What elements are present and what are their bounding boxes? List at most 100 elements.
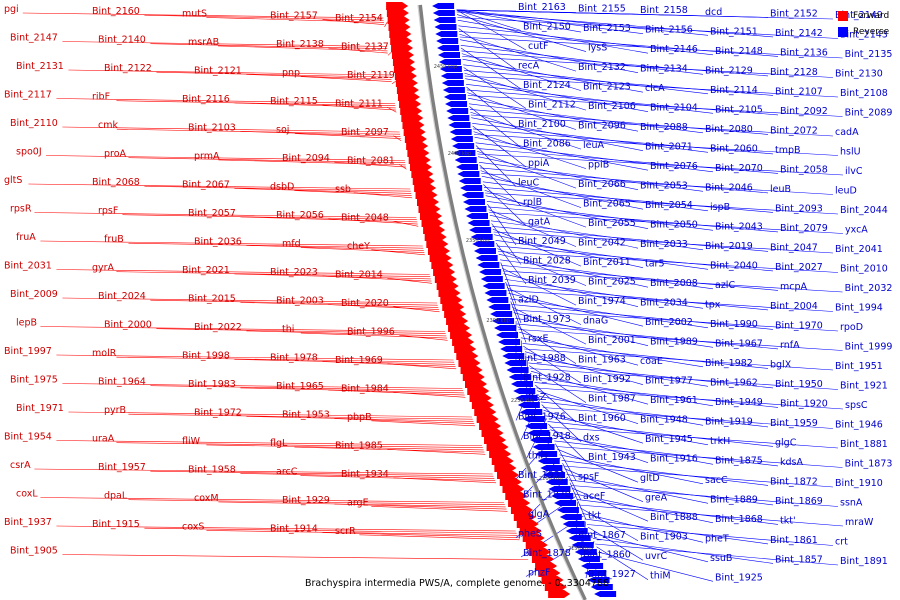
forward-connector-line bbox=[34, 212, 417, 218]
forward-feature-arrow bbox=[408, 156, 431, 164]
reverse-gene-label: tpx bbox=[705, 299, 721, 310]
scale-label: 2200 kbp bbox=[539, 476, 563, 482]
reverse-feature-arrow bbox=[435, 31, 458, 37]
reverse-swatch bbox=[838, 26, 848, 37]
forward-gene-label: Bint_2122 bbox=[104, 63, 152, 74]
forward-feature-arrow bbox=[476, 415, 499, 423]
forward-gene-label: Bint_1958 bbox=[188, 464, 236, 475]
reverse-connector-line bbox=[517, 326, 577, 364]
forward-feature-arrow bbox=[474, 408, 497, 416]
reverse-connector-line bbox=[489, 212, 844, 234]
forward-gene-label: scrR bbox=[335, 526, 356, 537]
forward-connector-line bbox=[150, 385, 464, 391]
forward-feature-arrow bbox=[525, 541, 548, 549]
reverse-feature-arrow bbox=[522, 416, 545, 422]
forward-feature-arrow bbox=[415, 191, 438, 199]
forward-connector-line bbox=[56, 98, 395, 104]
forward-connector-line bbox=[62, 383, 463, 389]
reverse-gene-label: Bint_1888 bbox=[650, 512, 698, 523]
reverse-feature-arrow bbox=[475, 255, 498, 261]
forward-gene-label: Bint_2023 bbox=[270, 267, 318, 278]
reverse-gene-label: Bint_1870 bbox=[523, 490, 571, 501]
reverse-connector-line bbox=[598, 552, 714, 582]
forward-gene-label: dpaL bbox=[104, 491, 128, 502]
reverse-feature-arrow bbox=[554, 500, 577, 506]
reverse-gene-label: Bint_1873 bbox=[845, 459, 893, 470]
reverse-feature-arrow bbox=[447, 115, 470, 121]
reverse-gene-label: tar5 bbox=[645, 259, 665, 270]
reverse-gene-label: Bint_2105 bbox=[715, 104, 763, 115]
reverse-connector-line bbox=[540, 401, 769, 428]
forward-connector-line bbox=[328, 304, 439, 310]
reverse-gene-label: Bint_2032 bbox=[845, 283, 893, 294]
reverse-connector-line bbox=[522, 343, 769, 369]
forward-connector-line bbox=[322, 532, 519, 538]
reverse-connector-line bbox=[475, 142, 714, 173]
reverse-connector-line bbox=[470, 111, 582, 150]
reverse-gene-label: Bint_1903 bbox=[640, 532, 688, 543]
forward-gene-label: mutS bbox=[182, 8, 207, 19]
reverse-connector-line bbox=[564, 468, 644, 502]
label-connector-lines bbox=[22, 9, 844, 582]
reverse-gene-label: bglX bbox=[770, 359, 792, 370]
scale-label: 2450 kbp bbox=[434, 64, 458, 70]
reverse-connector-line bbox=[595, 543, 839, 566]
reverse-connector-line bbox=[582, 513, 704, 543]
reverse-connector-line bbox=[572, 487, 649, 522]
forward-feature-arrow bbox=[438, 289, 461, 297]
reverse-gene-label: Bint_2054 bbox=[645, 200, 693, 211]
reverse-gene-label: Bint_1931 bbox=[518, 470, 566, 481]
reverse-gene-label: Bint_2028 bbox=[523, 256, 571, 267]
reverse-gene-label: Bint_2129 bbox=[705, 65, 753, 76]
forward-feature-arrow bbox=[424, 233, 447, 241]
reverse-gene-label: clcA bbox=[645, 83, 665, 94]
reverse-gene-label: Bint_1951 bbox=[835, 361, 883, 372]
forward-feature-arrow bbox=[460, 366, 483, 374]
forward-gene-label: Bint_1984 bbox=[341, 383, 389, 394]
reverse-gene-label: Bint_1925 bbox=[715, 572, 763, 583]
forward-feature-arrow bbox=[535, 562, 558, 570]
reverse-feature-arrow bbox=[434, 24, 457, 30]
forward-gene-label: Bint_2020 bbox=[341, 298, 389, 309]
reverse-connector-line bbox=[505, 281, 522, 324]
forward-feature-arrow bbox=[418, 205, 441, 213]
reverse-gene-label: Bint_2053 bbox=[640, 181, 688, 192]
reverse-gene-label: leuC bbox=[518, 178, 540, 189]
forward-gene-label: Bint_2140 bbox=[98, 35, 146, 46]
reverse-connector-line bbox=[456, 9, 527, 51]
forward-gene-label: Bint_2147 bbox=[10, 33, 58, 44]
reverse-feature-arrow bbox=[480, 276, 503, 282]
reverse-connector-line bbox=[496, 245, 774, 272]
reverse-feature-arrow bbox=[504, 360, 527, 366]
reverse-feature-arrow bbox=[590, 584, 613, 590]
forward-strand-features bbox=[386, 2, 571, 598]
reverse-feature-arrow bbox=[556, 507, 579, 513]
reverse-gene-label: phzF bbox=[528, 568, 551, 579]
reverse-connector-line bbox=[486, 201, 714, 231]
forward-connector-line bbox=[234, 359, 455, 365]
reverse-feature-arrow bbox=[506, 367, 529, 373]
reverse-connector-line bbox=[504, 279, 704, 309]
reverse-gene-label: Bint_1967 bbox=[715, 338, 763, 349]
reverse-gene-label: Bint_2019 bbox=[705, 241, 753, 252]
reverse-gene-label: azlC bbox=[715, 280, 735, 291]
reverse-gene-label: Bint_2071 bbox=[645, 142, 693, 153]
reverse-gene-label: Bint_1918 bbox=[523, 431, 571, 442]
reverse-connector-line bbox=[529, 365, 587, 403]
forward-gene-label: Bint_2036 bbox=[194, 236, 242, 247]
forward-connector-line bbox=[334, 161, 407, 168]
reverse-gene-label: leuA bbox=[583, 140, 605, 151]
reverse-gene-label: Bint_2010 bbox=[840, 264, 888, 275]
forward-connector-line bbox=[359, 534, 520, 541]
forward-connector-line bbox=[128, 499, 505, 505]
forward-feature-arrow bbox=[404, 135, 427, 143]
reverse-connector-line bbox=[481, 175, 644, 210]
forward-connector-line bbox=[122, 214, 417, 220]
reverse-feature-arrow bbox=[525, 423, 548, 429]
forward-connector-line bbox=[128, 157, 406, 163]
reverse-gene-label: ilvC bbox=[845, 166, 863, 177]
reverse-gene-label: Bint_2050 bbox=[650, 220, 698, 231]
forward-gene-label: Bint_2116 bbox=[182, 94, 230, 105]
reverse-gene-label: yxcA bbox=[845, 225, 868, 236]
reverse-feature-arrow bbox=[461, 192, 484, 198]
